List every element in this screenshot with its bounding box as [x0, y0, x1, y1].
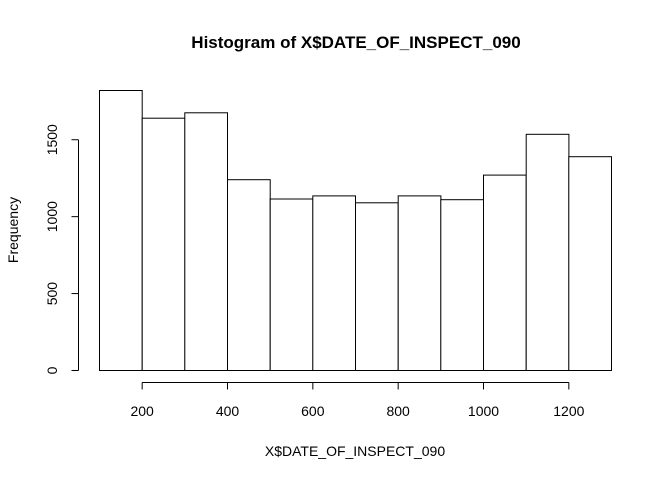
- histogram-bar: [568, 156, 612, 371]
- histogram-bar: [397, 195, 442, 371]
- chart-title: Histogram of X$DATE_OF_INSPECT_090: [191, 33, 520, 52]
- y-tick-label: 1000: [44, 201, 60, 232]
- histogram-bar: [99, 90, 143, 371]
- histogram-bar: [525, 133, 570, 371]
- histogram-bar: [269, 198, 314, 371]
- y-tick-label: 500: [44, 282, 60, 306]
- histogram-bar: [355, 202, 399, 371]
- x-tick-label: 1000: [468, 403, 499, 419]
- x-axis-label: X$DATE_OF_INSPECT_090: [265, 443, 445, 459]
- x-tick-label: 200: [130, 403, 154, 419]
- x-tick-label: 1200: [553, 403, 584, 419]
- y-axis: 0 500 1000 1500: [44, 124, 79, 374]
- histogram-bar: [227, 179, 271, 371]
- histogram-bars: [99, 90, 612, 372]
- x-axis: 200 400 600 800 1000 1200: [130, 382, 585, 419]
- y-axis-label: Frequency: [5, 197, 21, 263]
- histogram-bar: [483, 174, 527, 371]
- x-tick-label: 800: [386, 403, 410, 419]
- y-tick-label: 1500: [44, 124, 60, 155]
- y-tick-label: 0: [44, 366, 60, 374]
- histogram-bar: [141, 117, 186, 371]
- x-tick-label: 400: [216, 403, 240, 419]
- x-tick-label: 600: [301, 403, 325, 419]
- histogram-bar: [312, 195, 356, 371]
- histogram-bar: [440, 199, 484, 371]
- histogram-bar: [184, 112, 229, 372]
